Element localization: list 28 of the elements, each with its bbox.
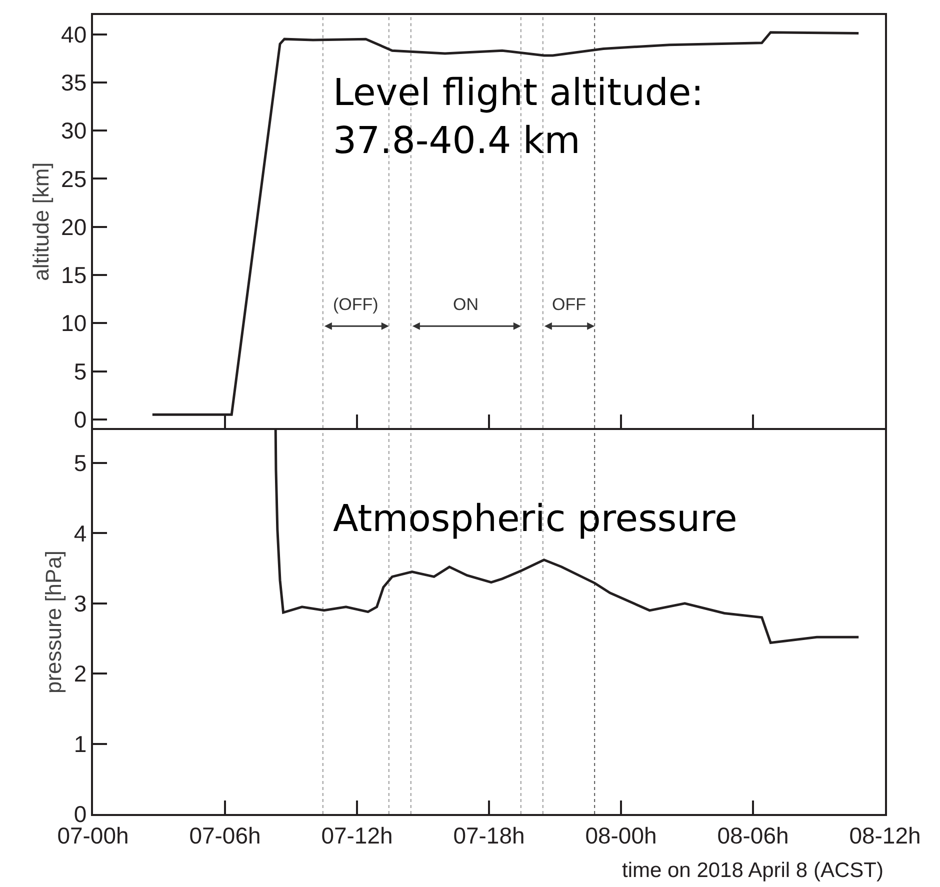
annotation: (OFF) — [333, 295, 378, 314]
y-axis-title: pressure [hPa] — [41, 550, 66, 694]
y-tick-label: 30 — [61, 118, 87, 144]
x-tick-label: 07-06h — [189, 822, 261, 848]
y-tick-label: 1 — [74, 730, 87, 757]
y-tick-label: 3 — [74, 590, 87, 616]
x-tick-label: 07-12h — [321, 822, 393, 848]
x-axis-title: time on 2018 April 8 (ACST) — [622, 859, 884, 882]
y-tick-label: 5 — [74, 358, 87, 384]
x-tick-label: 08-12h — [849, 822, 921, 848]
y-tick-label: 40 — [61, 21, 87, 48]
y-axis-title: altitude [km] — [28, 162, 54, 281]
y-tick-label: 0 — [74, 406, 87, 432]
annotation: Atmospheric pressure — [333, 497, 738, 540]
annotation: Level flight altitude: 37.8-40.4 km — [333, 71, 704, 162]
y-tick-label: 20 — [61, 214, 87, 240]
y-tick-label: 2 — [74, 660, 87, 687]
x-tick-label: 07-18h — [453, 822, 525, 848]
x-tick-label: 08-06h — [717, 822, 789, 848]
x-tick-label: 08-00h — [585, 822, 657, 848]
y-tick-label: 10 — [61, 310, 87, 336]
annotation: ON — [453, 295, 478, 314]
y-tick-label: 35 — [61, 69, 87, 96]
y-tick-label: 25 — [61, 166, 87, 192]
y-tick-label: 5 — [74, 450, 87, 476]
y-tick-label: 4 — [74, 520, 87, 546]
annotation: OFF — [552, 295, 586, 314]
y-tick-label: 15 — [61, 262, 87, 288]
